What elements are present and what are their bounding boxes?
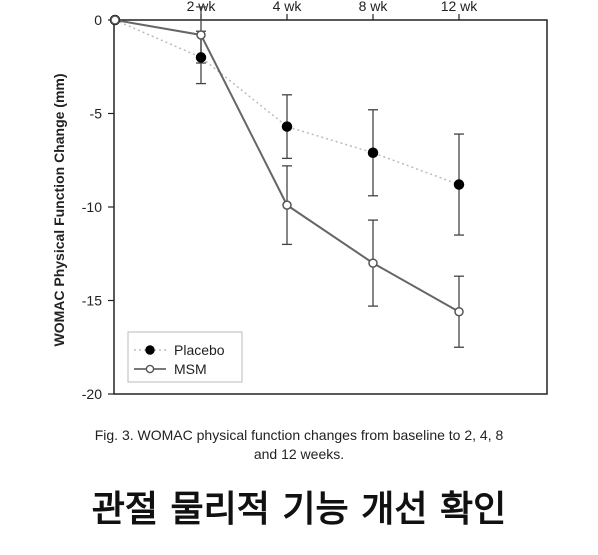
legend-marker-placebo <box>145 345 155 355</box>
womac-line-chart: 0-5-10-15-20 2 wk 4 wk 8 wk 12 wk PlaceboMS… <box>51 0 548 402</box>
x-tick-label: 12 wk <box>441 0 479 14</box>
caption-line-2: and 12 weeks. <box>253 446 345 462</box>
y-tick-label: -15 <box>82 293 102 309</box>
caption-line-1: Fig. 3. WOMAC physical function changes … <box>94 427 504 443</box>
series-placebo-point <box>195 52 207 63</box>
y-tick-label: -10 <box>82 199 102 215</box>
series-msm-errorbars <box>196 6 464 348</box>
y-tick-label: -20 <box>82 386 102 402</box>
series-msm-point <box>368 258 378 268</box>
figure-caption: Fig. 3. WOMAC physical function changes … <box>20 426 578 464</box>
y-axis-label: WOMAC Physical Function Change (mm) <box>51 73 67 346</box>
x-tick-label: 8 wk <box>359 0 389 14</box>
series-placebo-point <box>367 147 379 159</box>
legend-label-placebo: Placebo <box>174 342 225 358</box>
series-placebo-point <box>281 121 293 132</box>
series-msm-point <box>282 200 292 210</box>
series-msm-point <box>110 15 120 25</box>
series-msm-point <box>454 306 464 317</box>
series-msm-point <box>196 30 206 40</box>
x-tick-label: 4 wk <box>273 0 303 14</box>
series-placebo-errorbars <box>196 30 464 236</box>
legend-box <box>127 331 243 383</box>
legend-marker-msm <box>145 364 155 374</box>
y-tick-label: -5 <box>90 106 103 122</box>
series-placebo-point <box>453 179 465 190</box>
legend-label-msm: MSM <box>174 361 207 377</box>
y-tick-label: 0 <box>94 12 102 28</box>
headline: 관절 물리적 기능 개선 확인 <box>91 489 507 530</box>
